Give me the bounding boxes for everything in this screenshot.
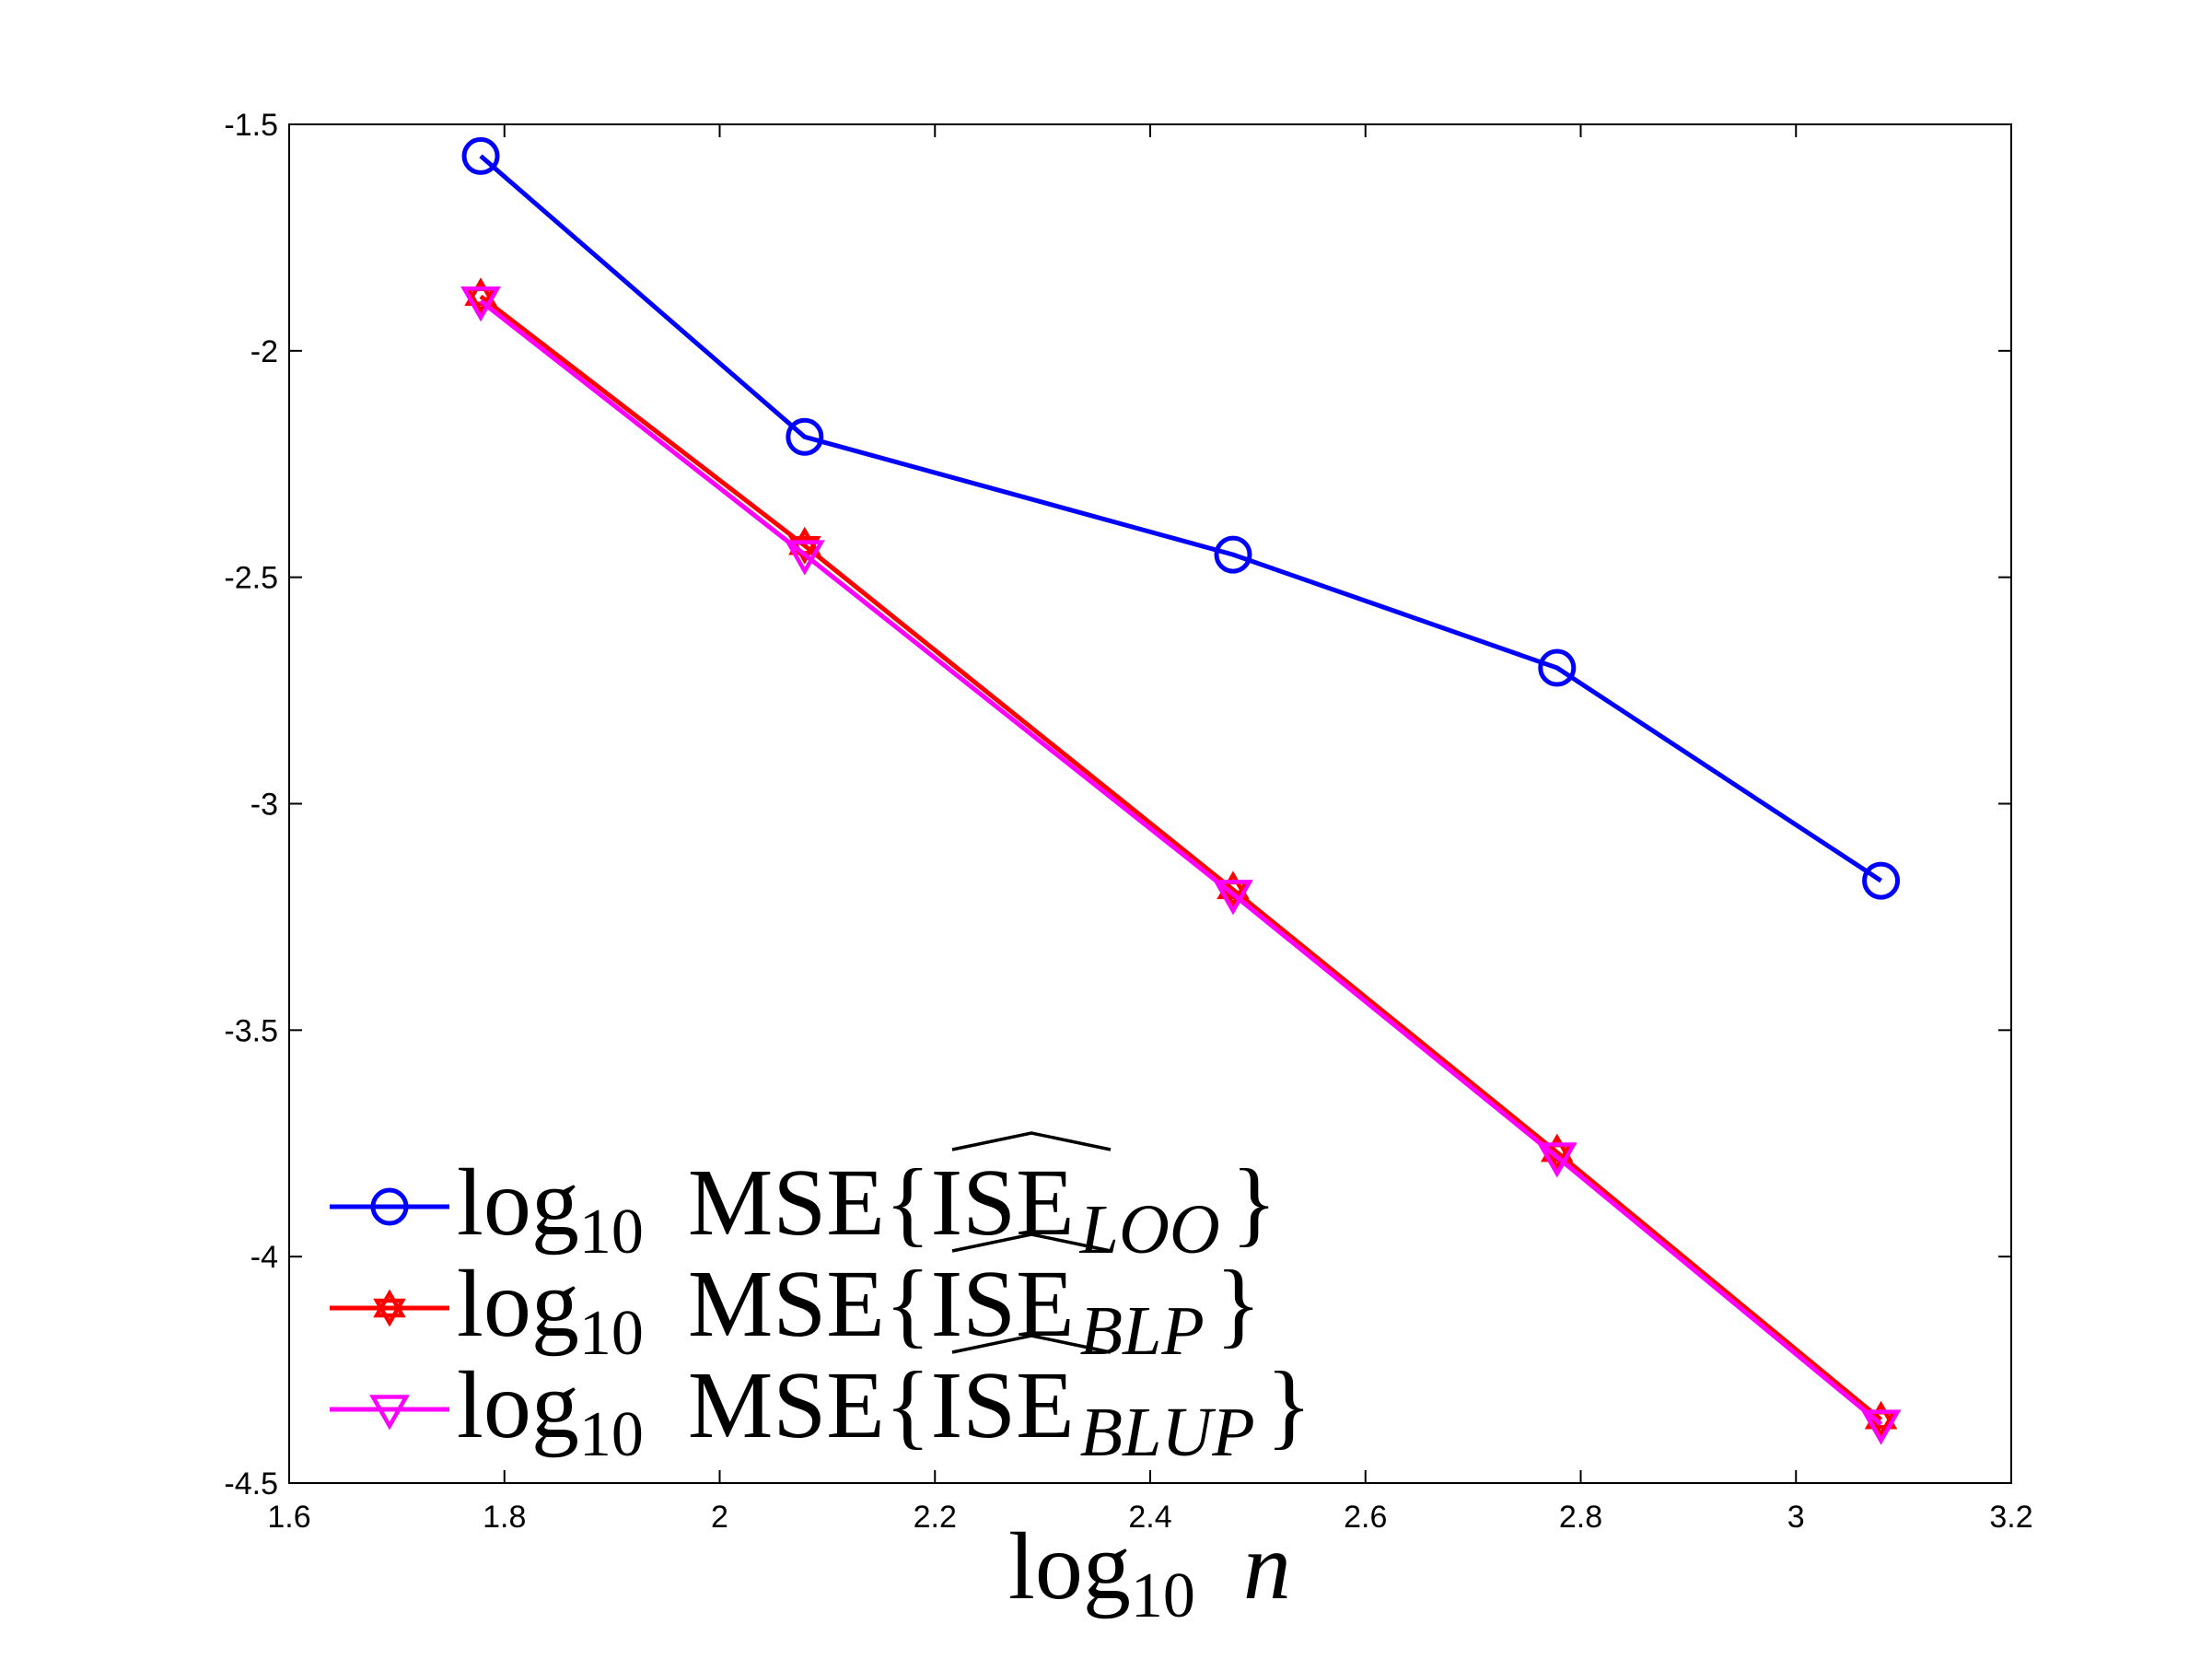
data-point: [461, 136, 500, 175]
legend-marker: [373, 1289, 406, 1327]
series-circle: [461, 136, 1901, 900]
x-axis-label-sub: 10: [1131, 1560, 1195, 1631]
legend-label: log10 MSE{ISEBLP}: [457, 1251, 1262, 1370]
x-tick-label: 2.8: [1559, 1500, 1602, 1535]
legend-sub: 10: [579, 1298, 644, 1369]
legend-hat: [951, 1334, 1112, 1354]
legend-entry: log10 MSE{ISEBLP}: [330, 1233, 1262, 1370]
x-tick-label: 3.2: [1989, 1500, 2032, 1535]
y-tick-label: -1.5: [224, 108, 278, 143]
legend-marker-part: [373, 1289, 406, 1318]
legend: log10 MSE{ISELOO}log10 MSE{ISEBLP}log10 MSE…: [330, 1131, 1312, 1471]
legend-open-brace: {: [885, 1150, 931, 1256]
legend-open-brace: {: [885, 1251, 931, 1357]
plot-area: [289, 124, 2011, 1483]
x-tick-label: 2.2: [914, 1500, 957, 1535]
x-tick-label: 2.6: [1344, 1500, 1387, 1535]
legend-marker-part: [373, 1298, 406, 1327]
legend-est-sub: BLUP: [1080, 1394, 1255, 1471]
series-triangle-down: [460, 286, 1902, 1445]
data-point: [784, 540, 825, 576]
data-point: [1536, 1142, 1578, 1178]
legend-stat: MSE: [688, 1352, 885, 1458]
legend-hat: [951, 1131, 1112, 1151]
y-tick-label: -3: [250, 788, 278, 823]
x-axis-label-fn: log: [1008, 1513, 1131, 1619]
legend-entry: log10 MSE{ISEBLUP}: [330, 1334, 1312, 1471]
legend-stat: MSE: [688, 1150, 885, 1256]
data-point: [1214, 535, 1252, 574]
legend-fn: log: [457, 1150, 579, 1256]
legend-close-brace: }: [1231, 1150, 1277, 1256]
x-tick-label: 2.4: [1128, 1500, 1171, 1535]
legend-sub: 10: [579, 1399, 644, 1470]
legend-marker: [369, 1395, 410, 1431]
y-tick-label: -4.5: [224, 1466, 278, 1501]
legend-stat: MSE: [688, 1251, 885, 1357]
x-axis-label-var: n: [1243, 1513, 1291, 1619]
y-tick-label: -4: [250, 1240, 278, 1275]
data-point: [1862, 861, 1901, 900]
x-tick-label: 1.6: [267, 1500, 310, 1535]
data-point: [1538, 648, 1577, 687]
legend-marker: [370, 1187, 409, 1226]
legend-sub: 10: [579, 1197, 644, 1268]
y-tick-label: -3.5: [224, 1013, 278, 1048]
data-point: [1213, 880, 1253, 916]
series-line: [479, 154, 1882, 883]
legend-fn: log: [457, 1352, 579, 1458]
legend-hat: [951, 1233, 1112, 1253]
x-axis-label-text: log10 n: [1008, 1513, 1291, 1631]
series-layer: [460, 136, 1902, 1445]
x-tick-label: 3: [1787, 1500, 1805, 1535]
data-point: [460, 286, 501, 322]
legend-est: ISE: [931, 1352, 1075, 1458]
tick-layer: 1.6 1.8 2 2.2 2.4 2.6 2.8 3 3.2 -1.5 -2 -2.5 -3 -3.5 -…: [224, 108, 2032, 1535]
x-tick-label: 2: [711, 1500, 728, 1535]
y-tick-label: -2.5: [224, 561, 278, 596]
legend-fn: log: [457, 1251, 579, 1357]
legend-open-brace: {: [885, 1352, 931, 1458]
series-line: [479, 294, 1883, 1422]
legend-est-sub: BLP: [1080, 1292, 1205, 1370]
legend-close-brace: }: [1266, 1352, 1312, 1458]
legend-label: log10 MSE{ISEBLUP}: [457, 1352, 1312, 1471]
x-tick-label: 1.8: [483, 1500, 526, 1535]
x-axis-label: log10 n: [1008, 1513, 1291, 1631]
legend-est-sub: LOO: [1079, 1191, 1220, 1268]
y-tick-label: -2: [250, 334, 278, 369]
data-point: [1860, 1409, 1902, 1445]
data-point: [786, 417, 824, 456]
legend-close-brace: }: [1216, 1251, 1262, 1357]
series-line: [479, 298, 1883, 1427]
